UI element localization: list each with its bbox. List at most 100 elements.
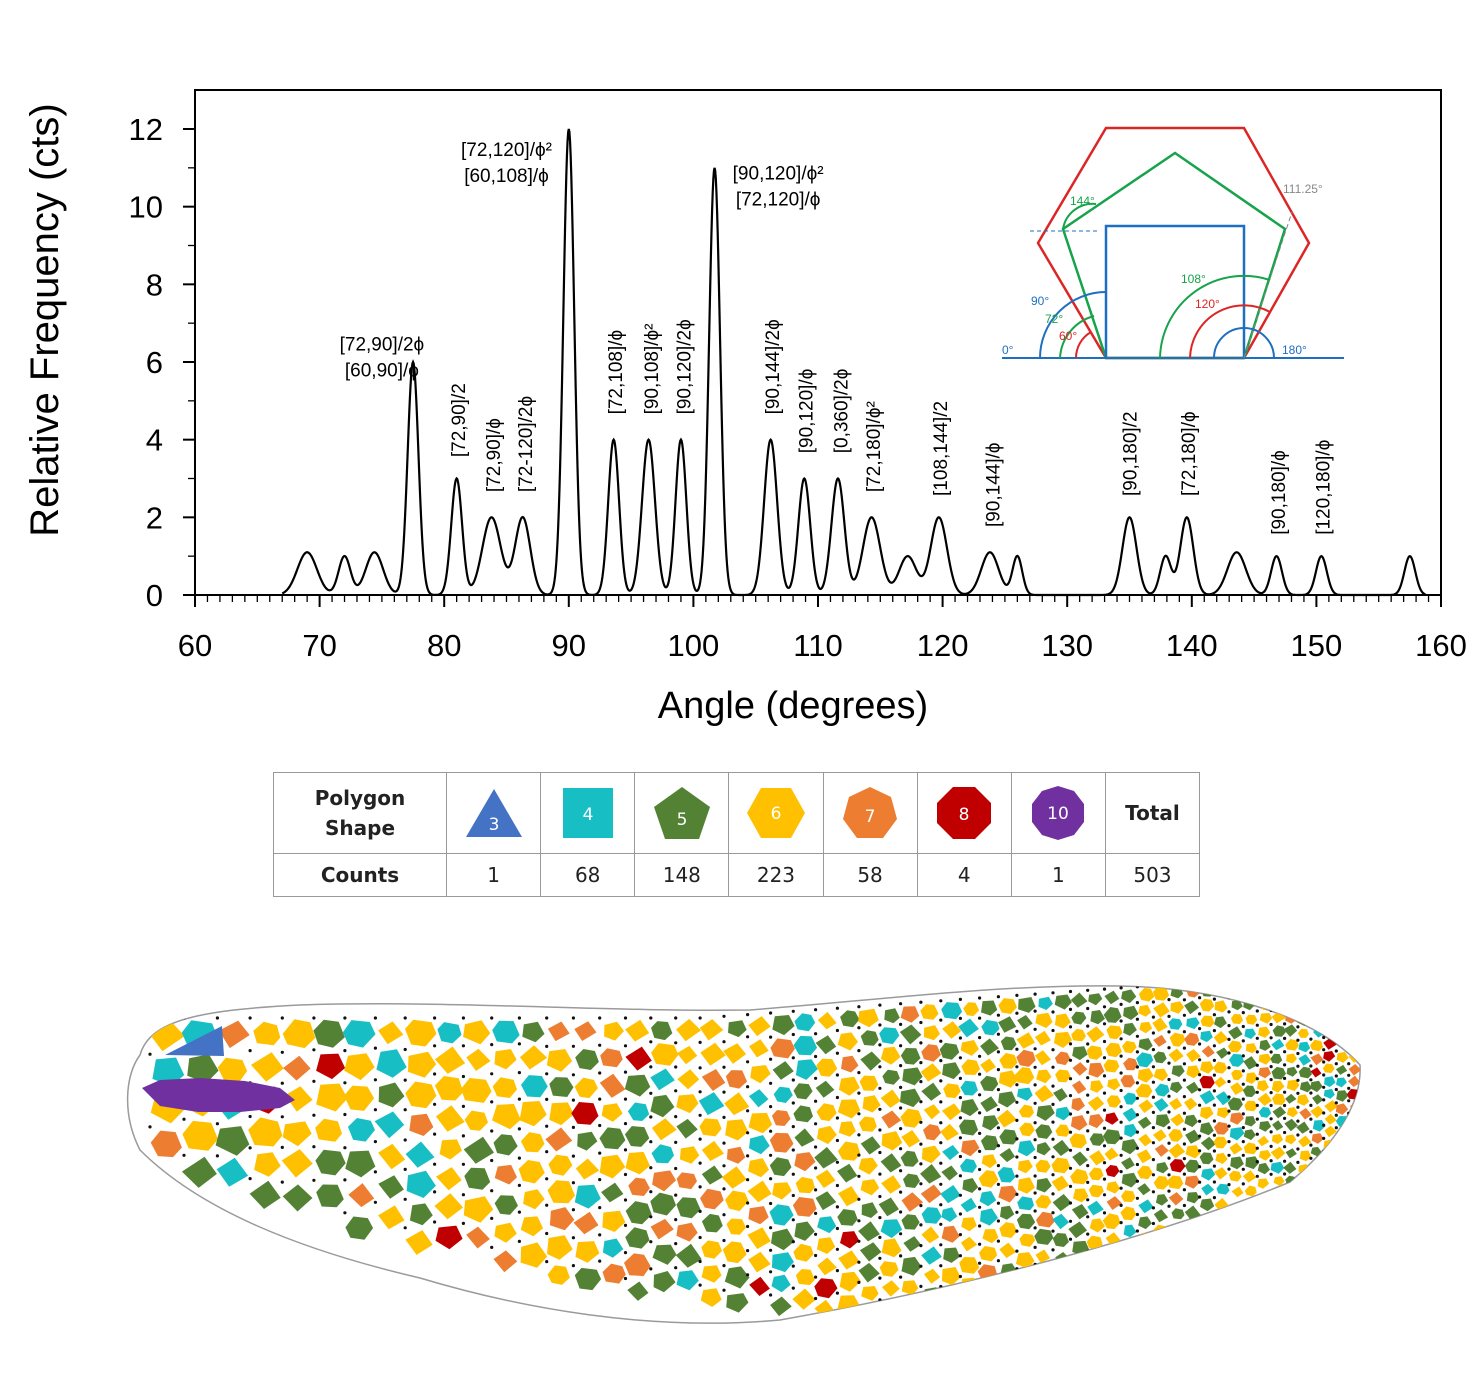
y-axis-title: Relative Frequency (cts) <box>23 103 67 536</box>
wing-cell <box>817 1011 837 1030</box>
wing-cell <box>923 1104 941 1120</box>
svg-text:5: 5 <box>676 810 687 830</box>
wing-cell <box>1299 1150 1312 1162</box>
wing-vertex <box>814 1166 818 1170</box>
wing-vertex <box>791 1032 795 1037</box>
wing-cell <box>653 1271 676 1293</box>
wing-cell <box>981 1000 998 1016</box>
wing-cell <box>792 1288 816 1310</box>
wing-vertex <box>1151 1206 1155 1210</box>
wing-cell <box>1257 1080 1269 1092</box>
y-tick-label: 12 <box>129 112 163 147</box>
wing-cell <box>903 1236 922 1252</box>
wing-vertex <box>722 1238 726 1243</box>
wing-vertex <box>835 1226 840 1231</box>
wing-vertex <box>1212 1149 1216 1153</box>
wing-vertex <box>958 1254 963 1258</box>
wing-cell <box>860 1136 881 1155</box>
wing-vertex <box>674 1140 678 1144</box>
y-tick-label: 6 <box>146 345 163 380</box>
wing-vertex <box>919 1162 923 1166</box>
wing-cell <box>316 1083 348 1112</box>
wing-cell <box>960 1099 979 1117</box>
x-tick-label: 160 <box>1415 628 1467 663</box>
wing-vertex <box>1227 1153 1231 1157</box>
wing-cell <box>1310 1053 1324 1066</box>
wing-vertex <box>545 1177 549 1181</box>
wing-vertex <box>1015 1083 1019 1087</box>
wing-cell <box>1214 1000 1228 1013</box>
wing-cell <box>1324 1125 1337 1138</box>
wing-cell <box>1055 1106 1071 1121</box>
wing-cell <box>1299 1081 1312 1093</box>
wing-vertex <box>1135 1146 1139 1150</box>
wing-cell <box>1070 992 1088 1008</box>
wing-vertex <box>1135 1096 1139 1100</box>
wing-vertex <box>373 1016 377 1020</box>
wing-vertex <box>571 1125 576 1129</box>
wing-cell <box>316 1053 346 1080</box>
wing-vertex <box>343 1049 347 1053</box>
wing-cell <box>152 1057 185 1087</box>
wing-vertex <box>1213 982 1216 985</box>
wing-cell <box>815 1191 837 1211</box>
wing-cell <box>962 1178 979 1193</box>
wing-vertex <box>598 1123 602 1128</box>
wing-cell <box>408 1051 437 1078</box>
wing-cell <box>409 1203 433 1226</box>
wing-cell <box>1017 1177 1035 1194</box>
wing-cell <box>1105 1042 1122 1058</box>
wing-vertex <box>517 1210 522 1214</box>
wing-cell <box>880 1219 903 1239</box>
wing-cell <box>466 1226 490 1249</box>
wing-cell <box>1054 1051 1071 1066</box>
wing-cell <box>1322 1063 1335 1073</box>
wing-vertex <box>919 1244 923 1248</box>
wing-vertex <box>517 1016 522 1020</box>
wing-cell <box>1153 1051 1167 1064</box>
wing-vertex <box>1198 1058 1202 1062</box>
wing-vertex <box>1212 1029 1216 1033</box>
wing-vertex <box>598 1016 602 1020</box>
wing-vertex <box>1227 1183 1231 1187</box>
wing-cell <box>1201 1183 1215 1196</box>
wing-cell <box>1323 1089 1335 1099</box>
wing-cell <box>1229 1127 1245 1141</box>
wing-vertex <box>996 1239 1001 1243</box>
wing-cell <box>345 1150 376 1178</box>
wing-vertex <box>769 1270 773 1274</box>
wing-cell <box>1213 1061 1228 1074</box>
wing-vertex <box>1334 1126 1338 1130</box>
wing-vertex <box>996 1144 1001 1148</box>
wing-vertex <box>1283 1172 1287 1176</box>
wing-vertex <box>1033 1155 1037 1160</box>
wing-cell <box>1168 1128 1183 1142</box>
wing-vertex <box>1068 1237 1073 1241</box>
wing-cell <box>840 1231 860 1249</box>
wing-vertex <box>835 1160 840 1164</box>
wing-cell <box>1137 1183 1151 1196</box>
wing-vertex <box>1227 981 1230 984</box>
wing-cell <box>726 1218 746 1235</box>
peak-annotation: [72,120]/ϕ <box>736 189 821 210</box>
wing-vertex <box>1241 1126 1245 1130</box>
wing-cell <box>941 1165 958 1181</box>
wing-vertex <box>649 1190 653 1194</box>
wing-vertex <box>373 1108 377 1112</box>
wing-feature-cells <box>142 1026 295 1112</box>
wing-cell <box>405 1230 433 1255</box>
wing-cell <box>1018 1104 1034 1118</box>
wing-vertex <box>996 1108 1001 1112</box>
decagon-cell <box>142 1078 295 1112</box>
wing-cell <box>1244 985 1257 996</box>
wing-vertex <box>343 1016 347 1020</box>
wing-vertex <box>1015 1137 1019 1141</box>
plot-axes: 60 70 80 90 100 110 120 130 140 150 160 0 2 4 6 8 10 12 <box>129 89 1467 663</box>
wing-vertex <box>517 1071 522 1075</box>
wing-vertex <box>939 999 943 1003</box>
wing-cell <box>434 1046 466 1074</box>
wing-vertex <box>1051 1265 1055 1269</box>
wing-cell <box>434 1193 464 1220</box>
wing-vertex <box>857 1239 861 1243</box>
wing-vertex <box>1086 1024 1090 1028</box>
